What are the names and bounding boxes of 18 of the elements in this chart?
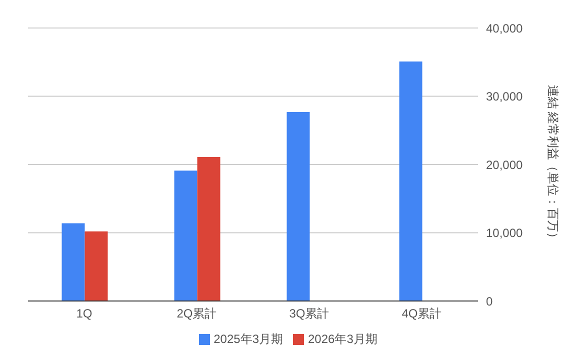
bar — [286, 112, 310, 301]
y-tick-label: 10,000 — [486, 226, 524, 240]
bar — [399, 61, 422, 301]
x-tick-label: 1Q — [76, 306, 92, 321]
bar — [62, 223, 85, 301]
y-tick-label: 40,000 — [486, 21, 524, 36]
x-tick-label: 2Q累計 — [176, 306, 217, 321]
x-tick-label: 3Q累計 — [289, 306, 330, 321]
y-tick-label: 0 — [486, 294, 493, 308]
y-tick-label: 30,000 — [486, 90, 524, 104]
bar — [174, 170, 198, 301]
legend-label: 2025年3月期 — [214, 332, 283, 346]
legend-label: 2026年3月期 — [308, 332, 378, 346]
y-tick-label: 20,000 — [486, 158, 524, 172]
x-tick-label: 4Q累計 — [402, 306, 442, 321]
bar — [197, 156, 220, 301]
bar — [84, 231, 108, 301]
y-axis-title: 連結 経常利益（単位：百万） — [546, 84, 560, 244]
